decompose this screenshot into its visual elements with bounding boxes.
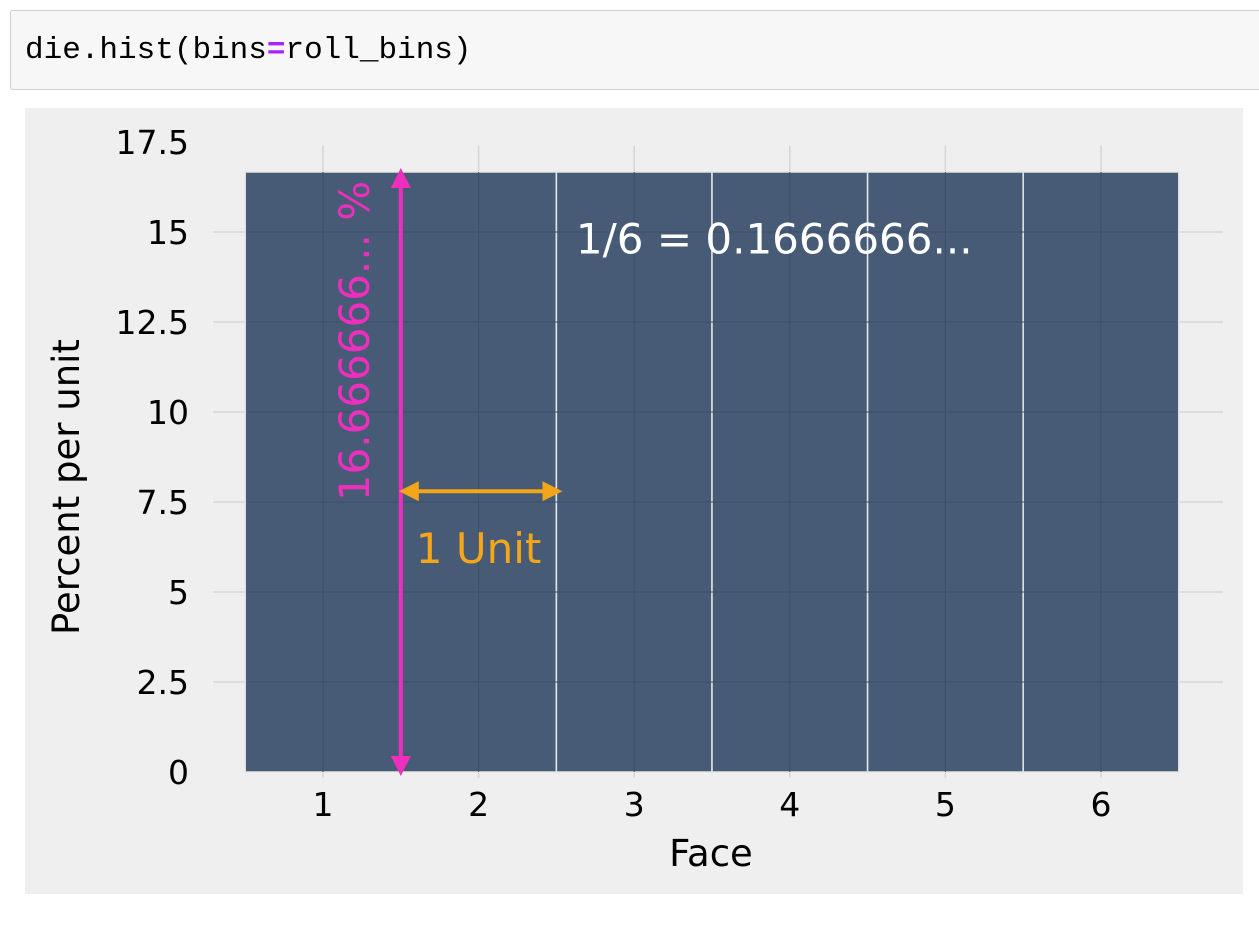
x-axis-label: Face — [669, 832, 753, 875]
y-tick-label: 10 — [147, 393, 189, 432]
code-arg-name: bins — [192, 33, 267, 68]
code-operator: = — [266, 33, 286, 68]
height-annotation: 16.666666... % — [330, 181, 379, 501]
y-tick-labels: 0 2.5 5 7.5 10 12.5 15 17.5 — [116, 123, 189, 792]
code-cell[interactable]: die.hist(bins=roll_bins) — [10, 10, 1259, 90]
x-tick-label: 5 — [935, 785, 956, 824]
x-tick-label: 4 — [779, 785, 800, 824]
x-tick-label: 6 — [1091, 785, 1112, 824]
x-tick-label: 3 — [624, 785, 645, 824]
code-arg-value: roll_bins — [285, 33, 453, 68]
code-close-paren: ) — [452, 33, 472, 68]
width-annotation: 1 Unit — [416, 524, 542, 573]
x-tick-label: 2 — [468, 785, 489, 824]
plot-output: 0 2.5 5 7.5 10 12.5 15 17.5 1 2 3 4 5 6 Percent per … — [25, 108, 1243, 894]
y-tick-label: 7.5 — [137, 483, 189, 522]
y-tick-label: 0 — [168, 753, 189, 792]
x-tick-label: 1 — [313, 785, 334, 824]
y-tick-label: 15 — [147, 213, 189, 252]
histogram-chart: 0 2.5 5 7.5 10 12.5 15 17.5 1 2 3 4 5 6 Percent per … — [45, 123, 1223, 875]
code-line: die.hist(bins=roll_bins) — [25, 33, 472, 69]
x-tick-labels: 1 2 3 4 5 6 — [313, 785, 1112, 824]
y-axis-label: Percent per unit — [45, 339, 88, 635]
y-tick-label: 5 — [168, 573, 189, 612]
y-tick-label: 17.5 — [116, 123, 189, 162]
ratio-annotation: 1/6 = 0.1666666... — [576, 215, 973, 264]
code-open-paren: ( — [173, 33, 193, 68]
y-tick-label: 2.5 — [137, 663, 189, 702]
code-function: die.hist — [25, 33, 174, 68]
y-tick-label: 12.5 — [116, 303, 189, 342]
